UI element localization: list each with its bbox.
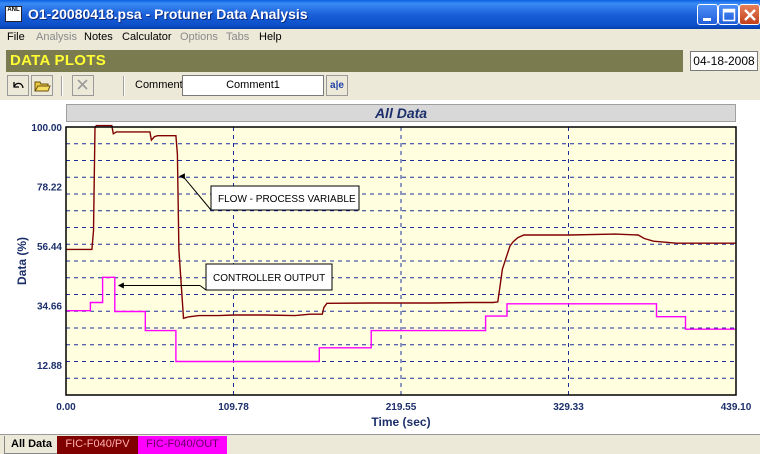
menu-file[interactable]: File (7, 31, 25, 43)
series-line-fic-f040-pv (66, 124, 736, 320)
minimize-button[interactable] (697, 4, 718, 25)
data-plots-header: DATA PLOTS (6, 50, 683, 72)
annotation-arrow-icon (178, 173, 185, 180)
x-tick-label: 0.00 (56, 402, 76, 413)
annotation-leader (182, 175, 212, 211)
comment-label: Comment (135, 79, 183, 91)
toolbar-separator (123, 76, 125, 96)
app-icon[interactable]: ANL (5, 6, 22, 22)
header-title: DATA PLOTS (10, 52, 107, 69)
toolbar: Comment Comment1 a|e (0, 74, 760, 98)
close-icon (744, 9, 756, 21)
menu-help[interactable]: Help (259, 31, 282, 43)
tab-fic-f040-out[interactable]: FIC-F040/OUT (138, 436, 227, 454)
annotation-box (210, 185, 360, 211)
menu-tabs[interactable]: Tabs (226, 31, 250, 43)
y-axis-label: Data (%) (15, 237, 29, 285)
sheet-tabs: All Data FIC-F040/PV FIC-F040/OUT (0, 434, 760, 454)
y-axis-ticks: 100.00 78.22 56.44 34.66 12.88 (31, 123, 62, 372)
x-tick-label: 329.33 (553, 402, 584, 413)
series-line-fic-f040-out (66, 276, 736, 363)
x-tick-label: 439.10 (721, 402, 752, 413)
annotation-text: CONTROLLER OUTPUT (213, 273, 325, 284)
y-tick-label: 12.88 (37, 361, 62, 372)
tab-fic-f040-pv[interactable]: FIC-F040/PV (57, 436, 138, 454)
menu-bar: File Analysis Notes Calculator Options T… (0, 29, 760, 48)
delete-button[interactable] (72, 75, 94, 96)
undo-button[interactable] (7, 75, 29, 96)
maximize-button[interactable] (718, 4, 739, 25)
toolbar-separator (61, 76, 63, 96)
plot-annotations: FLOW - PROCESS VARIABLE CONTROLLER OUTPUT (117, 173, 360, 291)
close-button[interactable] (739, 4, 760, 25)
menu-notes[interactable]: Notes (84, 31, 113, 43)
menu-analysis[interactable]: Analysis (36, 31, 77, 43)
annotation-leader (199, 285, 207, 291)
y-tick-label: 78.22 (37, 183, 62, 194)
comment-field[interactable]: Comment1 (182, 75, 324, 96)
open-folder-icon (34, 81, 51, 92)
open-folder-button[interactable] (31, 75, 53, 96)
y-tick-label: 100.00 (31, 123, 62, 134)
x-axis-label: Time (sec) (371, 415, 430, 429)
window-title: O1-20080418.psa - Protuner Data Analysis (28, 6, 308, 22)
tab-all-data[interactable]: All Data (4, 436, 59, 454)
plot-series (66, 124, 736, 363)
menu-options[interactable]: Options (180, 31, 218, 43)
minimize-icon (703, 18, 711, 21)
x-tick-label: 219.55 (386, 402, 417, 413)
plot-border (65, 126, 737, 396)
date-field[interactable]: 04-18-2008 (690, 51, 758, 71)
undo-icon (13, 82, 24, 89)
delete-x-icon (77, 79, 88, 90)
annotation-arrow-icon (117, 282, 124, 289)
y-tick-label: 56.44 (37, 242, 62, 253)
data-plot-chart[interactable]: 100.00 78.22 56.44 34.66 12.88 0.00 109.78 219… (0, 100, 760, 434)
chart-title: All Data (66, 104, 736, 122)
x-axis-ticks: 0.00 109.78 219.55 329.33 439.10 (56, 402, 751, 413)
annotation-box (205, 263, 333, 291)
annotation-text: FLOW - PROCESS VARIABLE (218, 194, 356, 205)
window-title-bar[interactable]: ANL O1-20080418.psa - Protuner Data Anal… (0, 0, 760, 29)
font-button[interactable]: a|e (326, 75, 348, 96)
x-tick-label: 109.78 (218, 402, 249, 413)
maximize-icon (722, 8, 736, 22)
menu-calculator[interactable]: Calculator (122, 31, 172, 43)
y-tick-label: 34.66 (37, 302, 62, 313)
